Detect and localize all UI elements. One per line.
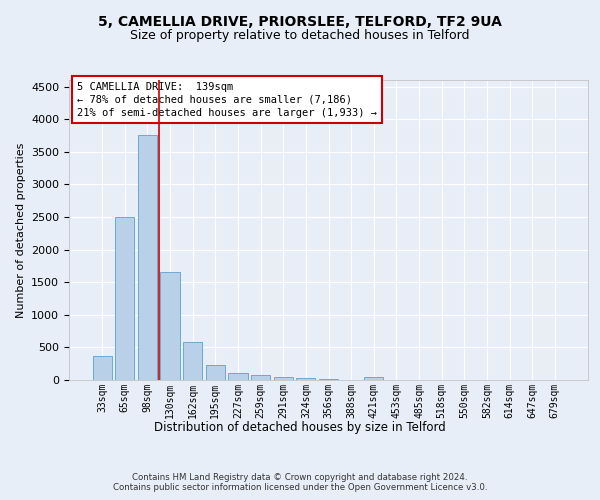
Text: 5 CAMELLIA DRIVE:  139sqm
← 78% of detached houses are smaller (7,186)
21% of se: 5 CAMELLIA DRIVE: 139sqm ← 78% of detach… bbox=[77, 82, 377, 118]
Bar bbox=[274, 378, 293, 380]
Text: 5, CAMELLIA DRIVE, PRIORSLEE, TELFORD, TF2 9UA: 5, CAMELLIA DRIVE, PRIORSLEE, TELFORD, T… bbox=[98, 16, 502, 30]
Bar bbox=[296, 378, 316, 380]
Bar bbox=[251, 376, 270, 380]
Text: Distribution of detached houses by size in Telford: Distribution of detached houses by size … bbox=[154, 421, 446, 434]
Bar bbox=[319, 379, 338, 380]
Y-axis label: Number of detached properties: Number of detached properties bbox=[16, 142, 26, 318]
Text: Contains HM Land Registry data © Crown copyright and database right 2024.
Contai: Contains HM Land Registry data © Crown c… bbox=[113, 473, 487, 492]
Bar bbox=[364, 376, 383, 380]
Bar bbox=[206, 365, 225, 380]
Bar bbox=[183, 342, 202, 380]
Bar bbox=[138, 136, 157, 380]
Bar bbox=[229, 373, 248, 380]
Bar bbox=[160, 272, 180, 380]
Bar bbox=[115, 217, 134, 380]
Bar bbox=[92, 356, 112, 380]
Text: Size of property relative to detached houses in Telford: Size of property relative to detached ho… bbox=[130, 28, 470, 42]
